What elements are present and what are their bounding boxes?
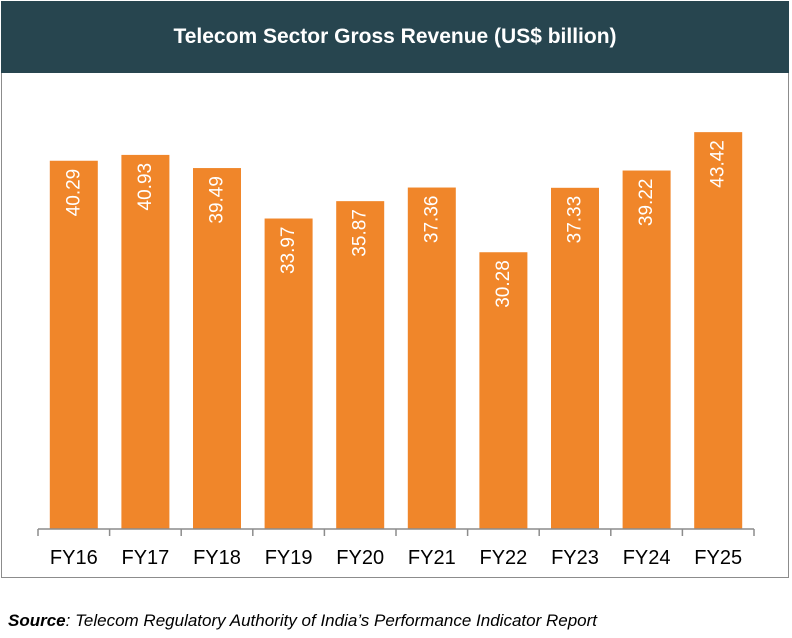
bar-fy19 xyxy=(264,218,313,529)
data-label-fy20: 35.87 xyxy=(350,209,371,257)
source-text: : Telecom Regulatory Authority of India’… xyxy=(65,611,597,630)
data-label-fy25: 43.42 xyxy=(708,140,729,188)
chart-title-bar: Telecom Sector Gross Revenue (US$ billio… xyxy=(1,1,789,73)
x-tick-label-fy21: FY21 xyxy=(408,547,456,569)
bar-fy25 xyxy=(694,132,743,529)
data-label-fy17: 40.93 xyxy=(135,163,156,211)
x-tick-label-fy16: FY16 xyxy=(50,547,98,569)
x-tick-label-fy19: FY19 xyxy=(265,547,313,569)
x-tick-label-fy24: FY24 xyxy=(623,547,671,569)
data-label-fy18: 39.49 xyxy=(207,176,228,224)
data-label-fy23: 37.33 xyxy=(565,196,586,244)
bar-fy21 xyxy=(407,187,456,529)
bar-fy24 xyxy=(622,170,671,529)
data-label-fy24: 39.22 xyxy=(636,179,657,227)
x-tick-label-fy22: FY22 xyxy=(479,547,527,569)
data-label-fy19: 33.97 xyxy=(278,227,299,275)
x-tick-label-fy18: FY18 xyxy=(193,547,241,569)
bar-fy16 xyxy=(49,160,98,530)
bar-chart: 40.29 FY16 40.93 FY17 39.49 FY18 33.97 FY19 35.8… xyxy=(37,132,755,569)
bar-fy23 xyxy=(551,187,599,529)
bar-fy20 xyxy=(336,201,385,529)
data-label-fy22: 30.28 xyxy=(493,260,514,308)
x-tick-label-fy17: FY17 xyxy=(121,547,169,569)
bar-fy17 xyxy=(121,154,170,530)
bar-fy22 xyxy=(479,252,528,530)
source-note: Source: Telecom Regulatory Authority of … xyxy=(8,611,597,631)
data-label-fy16: 40.29 xyxy=(63,169,84,217)
x-tick-label-fy23: FY23 xyxy=(551,547,599,569)
source-label: Source xyxy=(8,611,66,630)
chart-title: Telecom Sector Gross Revenue (US$ billio… xyxy=(173,25,617,48)
x-tick-label-fy20: FY20 xyxy=(336,547,384,569)
data-label-fy21: 37.36 xyxy=(421,196,442,244)
x-tick-label-fy25: FY25 xyxy=(694,547,742,569)
bar-fy18 xyxy=(193,168,241,529)
